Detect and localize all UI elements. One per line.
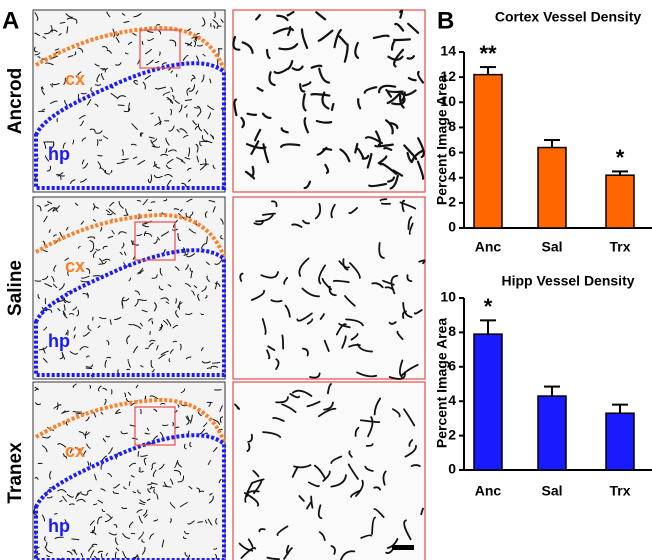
significance-label: * [616, 145, 625, 170]
y-tick-label: 12 [440, 68, 456, 84]
y-tick-label: 10 [440, 93, 456, 109]
vessel [205, 159, 206, 163]
chart-title: Hipp Vessel Density [501, 273, 634, 289]
y-tick-label: 2 [448, 194, 456, 210]
bar [474, 334, 502, 470]
x-tick-label: Trx [609, 483, 630, 499]
y-tick-label: 4 [448, 168, 456, 184]
figure: A B Ancrod cx hp Saline cx hp Tranex cx hp Cortex… [0, 0, 652, 560]
bar [538, 396, 566, 470]
significance-label: ** [479, 41, 497, 66]
y-tick-label: 14 [440, 43, 456, 59]
y-tick-label: 6 [448, 143, 456, 159]
region-label: cx [65, 256, 85, 276]
row-label: Ancrod [5, 68, 26, 135]
vessel [248, 114, 256, 115]
vessel [90, 463, 91, 466]
zoom-image [233, 10, 425, 192]
bar [538, 148, 566, 228]
vessel [400, 11, 402, 18]
y-tick-label: 4 [448, 392, 456, 408]
vessel [394, 39, 410, 40]
vessel [146, 348, 149, 349]
vessel [143, 224, 147, 225]
vessel [99, 140, 101, 141]
region-label: hp [48, 331, 70, 351]
bar [606, 413, 634, 470]
vessel [207, 237, 208, 243]
bar [606, 175, 634, 228]
row-label: Saline [5, 260, 26, 316]
y-tick-label: 8 [448, 323, 456, 339]
region-label: cx [65, 441, 85, 461]
vessel [205, 433, 208, 434]
x-tick-label: Anc [475, 239, 502, 255]
vessel [152, 488, 155, 489]
vessel [140, 467, 141, 470]
vessel [412, 465, 420, 466]
region-label: cx [65, 69, 85, 89]
x-tick-label: Sal [541, 483, 562, 499]
y-tick-label: 8 [448, 118, 456, 134]
y-tick-label: 0 [448, 219, 456, 235]
region-label: hp [48, 516, 70, 536]
y-tick-label: 2 [448, 426, 456, 442]
y-tick-label: 10 [440, 289, 456, 305]
panel-label: A [2, 7, 19, 34]
vessel [323, 149, 331, 150]
vessel [35, 281, 41, 282]
vessel [73, 412, 81, 413]
y-tick-label: 6 [448, 358, 456, 374]
vessel [118, 105, 124, 106]
vessel [200, 164, 208, 165]
bar [474, 75, 502, 228]
vessel [86, 368, 92, 369]
vessel [207, 368, 209, 369]
region-label: hp [48, 144, 70, 164]
scale-bar [392, 545, 414, 550]
chart-title: Cortex Vessel Density [495, 9, 642, 25]
panel-label: B [437, 7, 454, 34]
significance-label: * [484, 294, 493, 319]
y-tick-label: 0 [448, 461, 456, 477]
x-tick-label: Anc [475, 483, 502, 499]
x-tick-label: Trx [609, 239, 630, 255]
row-label: Tranex [5, 442, 26, 504]
x-tick-label: Sal [541, 239, 562, 255]
vessel [332, 104, 333, 110]
vessel [282, 335, 283, 348]
